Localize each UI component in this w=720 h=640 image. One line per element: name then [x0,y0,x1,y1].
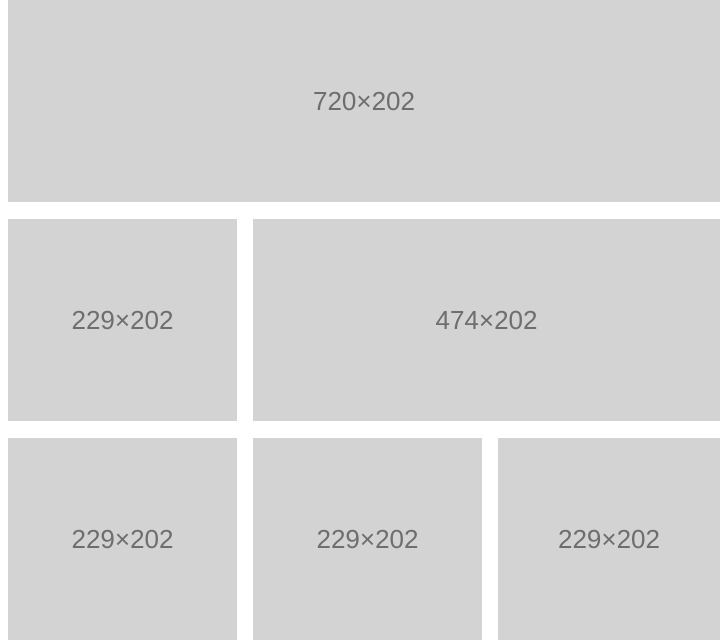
placeholder-image-small: 229×202 [253,438,482,640]
placeholder-image-medium: 474×202 [253,219,720,421]
placeholder-size-label: 229×202 [558,523,660,554]
placeholder-size-label: 474×202 [435,304,538,335]
placeholder-image-small: 229×202 [498,438,720,640]
placeholder-size-label: 229×202 [71,523,174,554]
placeholder-size-label: 229×202 [71,304,174,335]
placeholder-image-wide: 720×202 [8,0,720,202]
placeholder-size-label: 229×202 [316,523,419,554]
placeholder-image-small: 229×202 [8,438,237,640]
placeholder-size-label: 720×202 [313,85,415,116]
placeholder-image-small: 229×202 [8,219,237,421]
